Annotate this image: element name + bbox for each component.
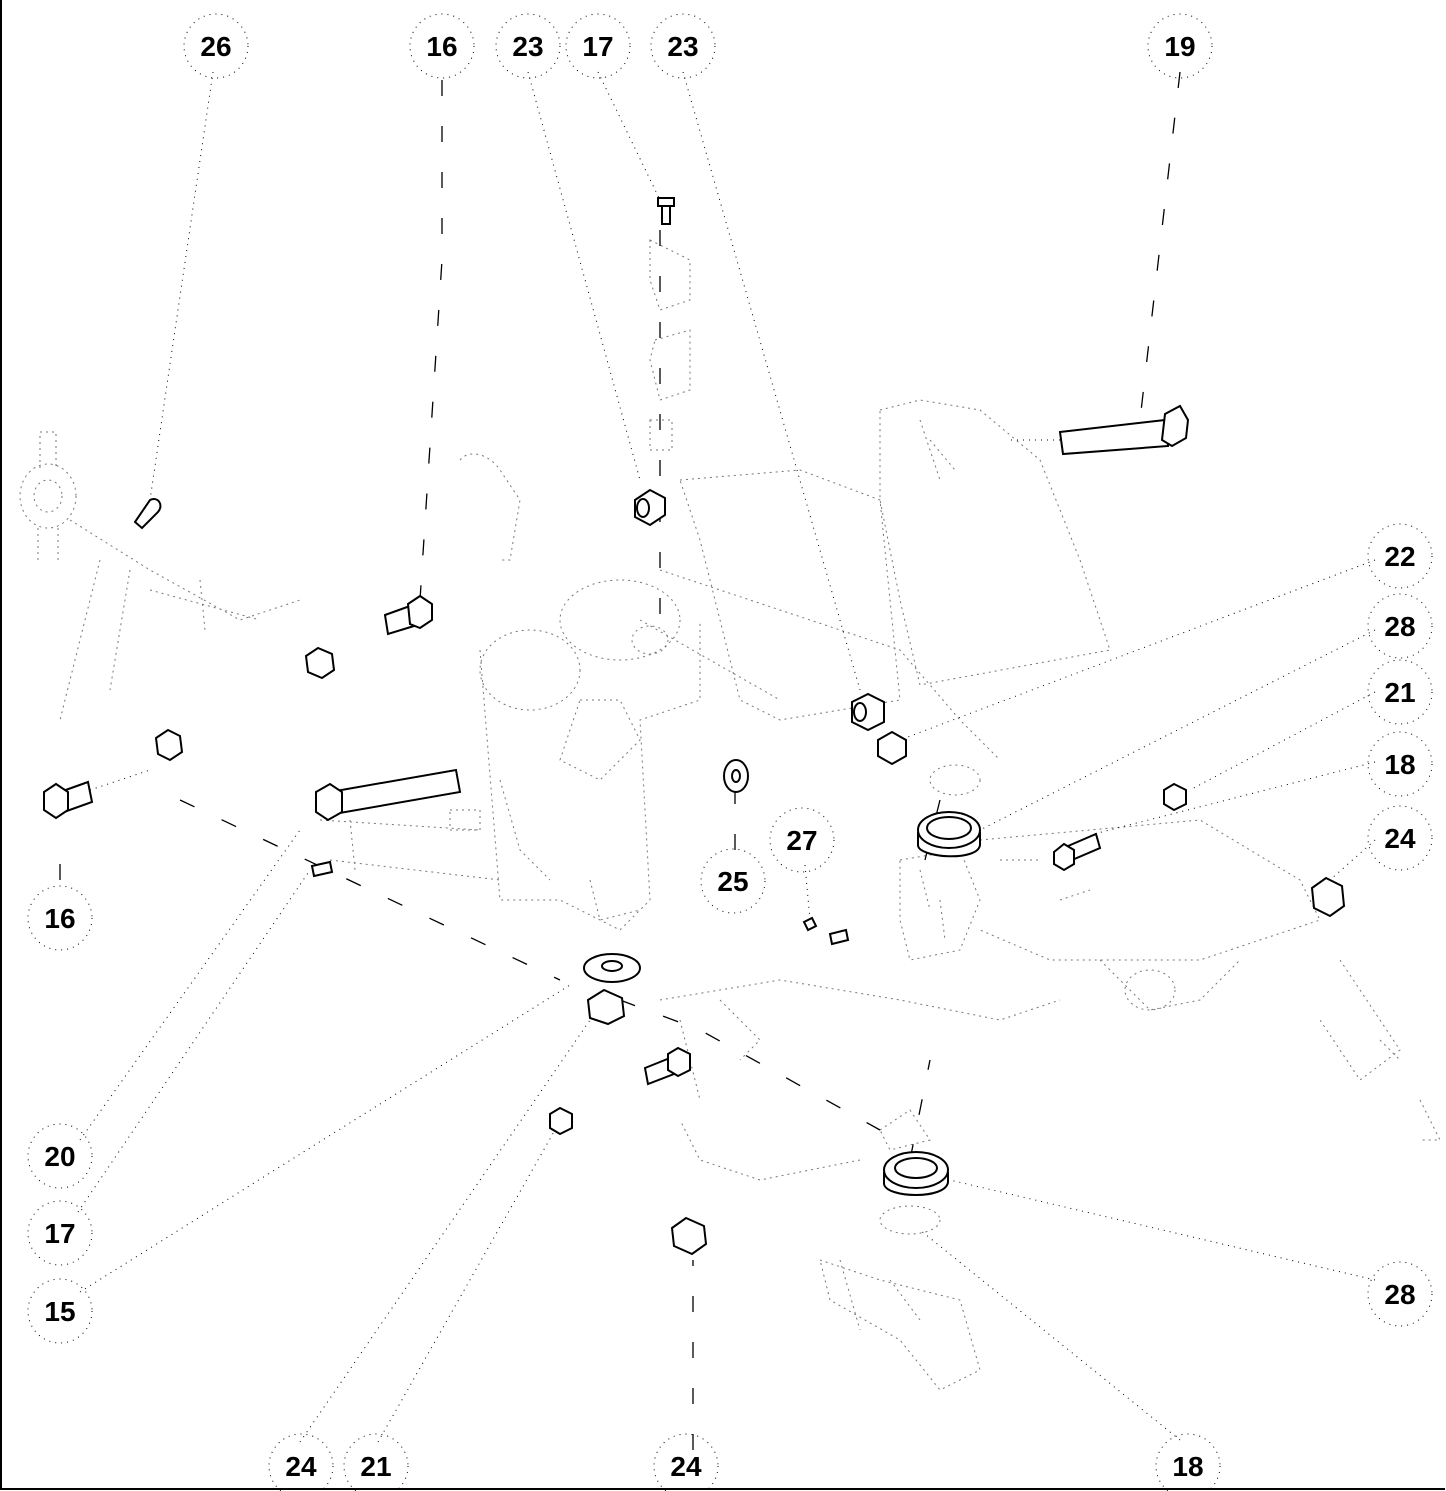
callout-26: 26 [183,13,249,79]
callout-21-right-label: 21 [1384,677,1415,708]
screw-17-left [310,860,334,878]
callout-17-left-label: 17 [44,1218,75,1249]
bolt-19 [1058,404,1190,456]
callout-15: 15 [27,1278,93,1344]
leader-lines [59,71,1376,1450]
pin-17-top [657,197,675,225]
callout-18-right-label: 18 [1384,749,1415,780]
nut-22 [877,730,907,766]
callout-24-right-label: 24 [1384,823,1416,854]
callout-24-bottom-left-label: 24 [285,1451,317,1482]
bolt-16-left [43,780,94,820]
bolt-20 [315,768,462,822]
callout-23-left: 23 [495,13,561,79]
nut-16-upper [304,646,336,680]
nut-24-middle [586,988,626,1026]
callout-24-bottom-left: 24 [268,1433,334,1491]
callout-24-bottom-middle: 24 [653,1433,719,1491]
callout-24-right: 24 [1367,805,1433,871]
nut-21-right [1163,782,1187,812]
callout-27-label: 27 [786,825,817,856]
nut-24-bottom [670,1216,708,1256]
callout-18-bottom-label: 18 [1172,1451,1203,1482]
callout-27: 27 [769,807,835,873]
washer-25 [723,759,749,793]
bearing-28-right [917,811,981,858]
callout-21-bottom-label: 21 [360,1451,391,1482]
bushing-23-right [851,692,885,732]
callout-26-label: 26 [200,31,231,62]
callout-22: 22 [1367,523,1433,589]
nut-21-lower [549,1106,573,1136]
callout-20-label: 20 [44,1141,75,1172]
bolt-lower [643,1046,691,1086]
callout-19: 19 [1147,13,1213,79]
callout-15-label: 15 [44,1296,75,1327]
callout-16-top: 16 [409,13,475,79]
parts [43,197,1346,1256]
bolt-18-right [1053,832,1102,872]
callout-21-bottom: 21 [343,1433,409,1491]
bearing-28-bottom [883,1151,949,1196]
callout-25: 25 [700,848,766,914]
callout-17-left: 17 [27,1200,93,1266]
callout-18-right: 18 [1367,731,1433,797]
callout-21-right: 21 [1367,659,1433,725]
callout-28-right-label: 28 [1384,611,1415,642]
grub-27 [802,916,850,946]
callout-19-label: 19 [1164,31,1195,62]
callout-28-bottom: 28 [1367,1261,1433,1327]
callout-28-right: 28 [1367,593,1433,659]
callout-16-top-label: 16 [426,31,457,62]
callout-23-left-label: 23 [512,31,543,62]
split-pin-26 [133,498,162,530]
callout-18-bottom: 18 [1155,1433,1221,1491]
callout-16-left-label: 16 [44,903,75,934]
nut-left [154,728,184,762]
callout-22-label: 22 [1384,541,1415,572]
washer-15 [583,953,641,983]
callout-20: 20 [27,1123,93,1189]
callout-16-left: 16 [27,885,93,951]
callout-17-top: 17 [565,13,631,79]
bushing-23-top [634,488,666,527]
callout-23-right-label: 23 [667,31,698,62]
callouts: 26 16 23 17 23 19 22 28 21 18 24 27 25 1… [27,13,1433,1491]
callout-17-top-label: 17 [582,31,613,62]
callout-28-bottom-label: 28 [1384,1279,1415,1310]
callout-23-right: 23 [650,13,716,79]
callout-24-bottom-middle-label: 24 [670,1451,702,1482]
bolt-16-upper [383,594,433,636]
callout-25-label: 25 [717,866,748,897]
nut-24-right [1310,876,1346,918]
ghost-assembly [19,239,1441,1391]
